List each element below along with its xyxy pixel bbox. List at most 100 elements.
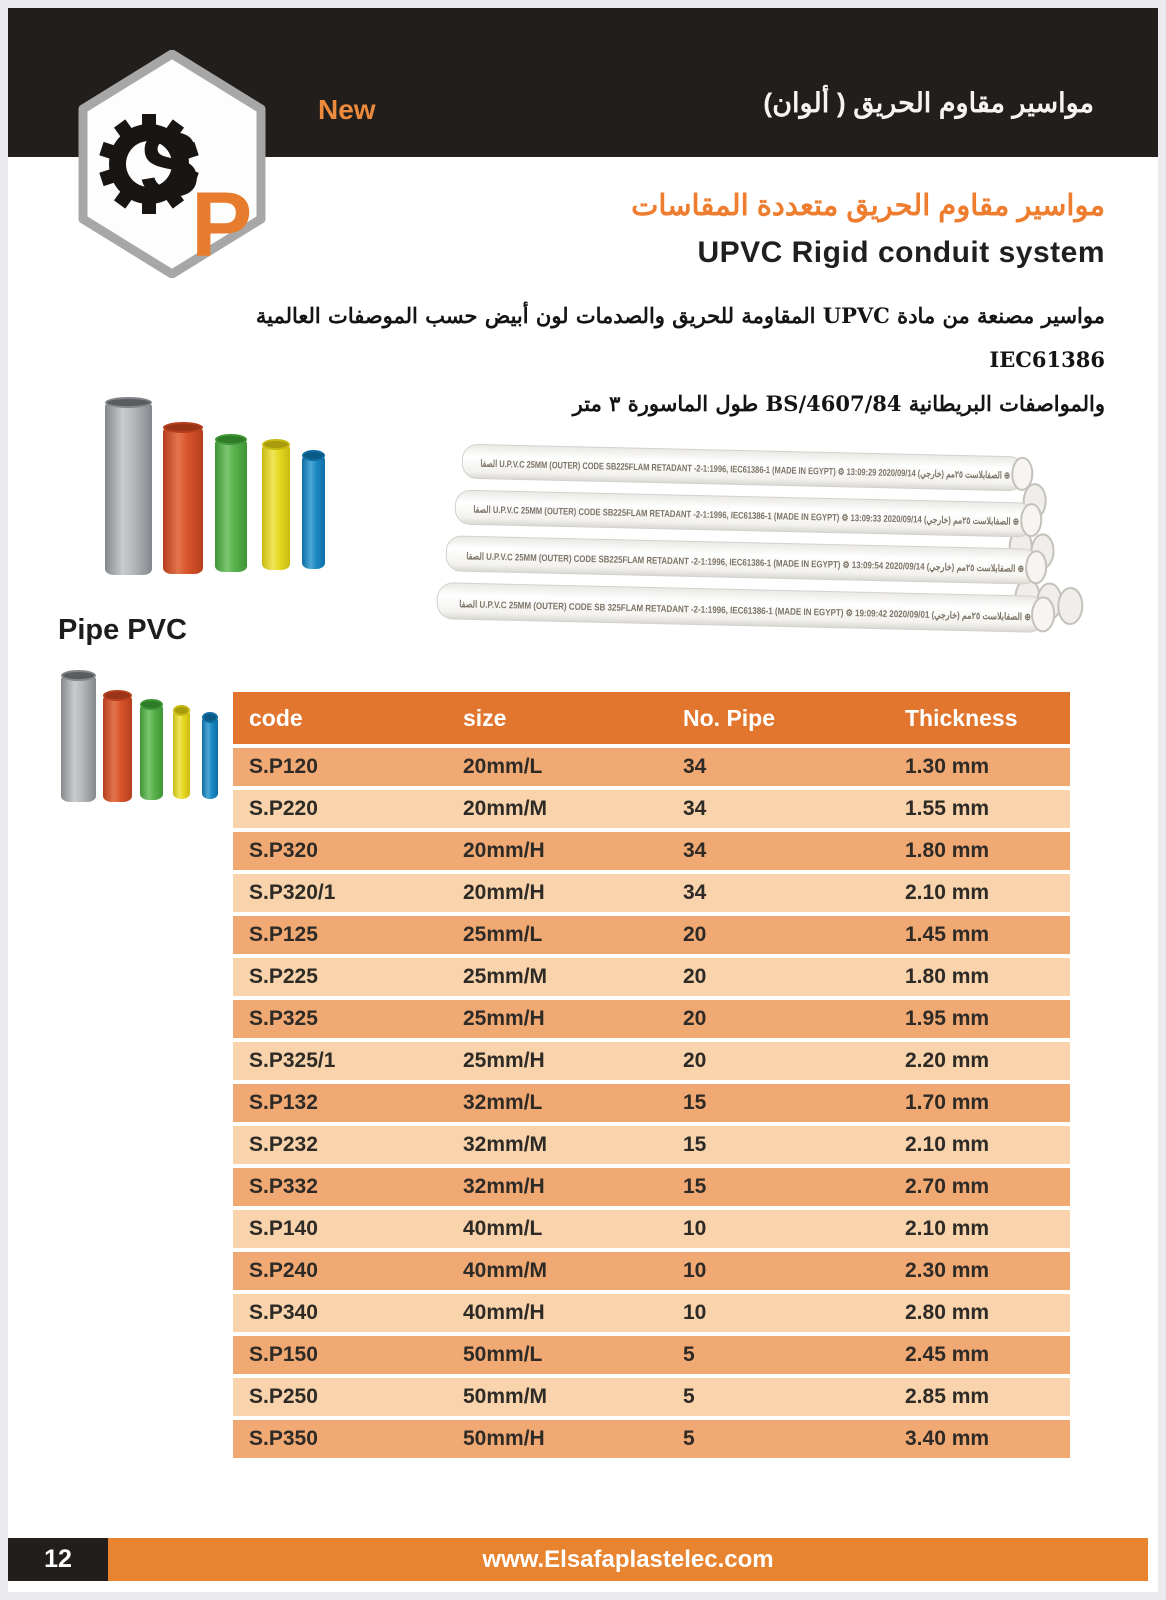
table-cell: 2.20 mm [905,1049,990,1072]
pipe-red [163,422,203,574]
table-header-row: code size No. Pipe Thickness [233,692,1070,744]
table-cell: 25mm/M [463,965,548,988]
table-cell: 25mm/L [463,923,543,946]
colored-pipes-small-image [55,668,230,808]
table-cell: S.P240 [249,1259,318,1282]
table-cell: 20mm/H [463,839,545,862]
table-row: S.P250 50mm/M 5 2.85 mm [233,1378,1070,1416]
table-cell: 1.95 mm [905,1007,990,1030]
table-cell: 3.40 mm [905,1427,990,1450]
table-cell: 34 [683,881,707,904]
table-cell: 2.85 mm [905,1385,990,1408]
table-body: S.P120 20mm/L 34 1.30 mm S.P220 20mm/M 34 1.55 … [233,748,1070,1458]
table-cell: 10 [683,1217,707,1240]
table-cell: S.P320 [249,839,318,862]
conduit-pipe: الصفا U.P.V.C 25MM (OUTER) CODE SB225FLA… [461,444,1034,492]
table-cell: 20mm/M [463,797,548,820]
table-cell: S.P340 [249,1301,318,1324]
table-cell: 25mm/H [463,1049,545,1072]
table-row: S.P150 50mm/L 5 2.45 mm [233,1336,1070,1374]
table-row: S.P140 40mm/L 10 2.10 mm [233,1210,1070,1248]
table-cell: 20mm/H [463,881,545,904]
table-cell: S.P232 [249,1133,318,1156]
table-header-cell: size [463,704,507,731]
table-cell: S.P325/1 [249,1049,336,1072]
table-cell: S.P225 [249,965,318,988]
pipe-gray [105,397,152,575]
company-logo: S P [73,49,271,279]
conduit-pipe: الصفا U.P.V.C 25MM (OUTER) CODE SB225FLA… [445,535,1048,585]
page-number: 12 [8,1538,108,1581]
white-pipes-bundle-image: الصفا U.P.V.C 25MM (OUTER) CODE SB225FLA… [436,444,1084,633]
table-cell: 20 [683,923,707,946]
table-cell: S.P120 [249,755,318,778]
table-header-cell: Thickness [905,704,1018,731]
logo-letter-p: P [191,174,252,276]
colored-pipes-image [95,395,335,585]
table-row: S.P225 25mm/M 20 1.80 mm [233,958,1070,996]
table-cell: 2.10 mm [905,881,990,904]
description-line-1: مواسير مصنعة من مادة UPVC المقاومة للحري… [255,303,1105,372]
table-row: S.P120 20mm/L 34 1.30 mm [233,748,1070,786]
page-title-arabic: مواسير مقاوم الحريق ( ألوان) [763,88,1094,118]
subtitle-arabic: مواسير مقاوم الحريق متعددة المقاسات [631,190,1105,222]
table-cell: 1.55 mm [905,797,990,820]
table-cell: 15 [683,1133,707,1156]
pipe-blue-small [202,712,218,799]
table-row: S.P240 40mm/M 10 2.30 mm [233,1252,1070,1290]
table-cell: 34 [683,797,707,820]
table-cell: 20mm/L [463,755,543,778]
table-cell: 40mm/L [463,1217,543,1240]
pipe-yellow [262,439,290,570]
table-cell: 5 [683,1385,695,1408]
table-cell: 10 [683,1301,707,1324]
table-cell: 32mm/L [463,1091,543,1114]
table-cell: 25mm/H [463,1007,545,1030]
table-cell: 2.30 mm [905,1259,990,1282]
table-cell: 20 [683,1049,707,1072]
section-label-pipe-pvc: Pipe PVC [58,614,187,646]
website-link[interactable]: www.Elsafaplastelec.com [482,1545,774,1573]
table-cell: 15 [683,1175,707,1198]
table-cell: S.P332 [249,1175,318,1198]
table-row: S.P325 25mm/H 20 1.95 mm [233,1000,1070,1038]
table-cell: 2.45 mm [905,1343,990,1366]
table-cell: 5 [683,1427,695,1450]
table-row: S.P232 32mm/M 15 2.10 mm [233,1126,1070,1164]
logo-letter-s: S [139,114,200,216]
pipe-blue [302,450,325,569]
footer: 12 www.Elsafaplastelec.com [8,1538,1158,1581]
description-line-2: والمواصفات البريطانية BS/4607/84 طول الم… [572,391,1105,416]
table-row: S.P320/1 20mm/H 34 2.10 mm [233,874,1070,912]
table-cell: 2.10 mm [905,1133,990,1156]
subtitle-english: UPVC Rigid conduit system [697,236,1105,269]
table-cell: 2.80 mm [905,1301,990,1324]
table-cell: 1.80 mm [905,839,990,862]
table-cell: 1.70 mm [905,1091,990,1114]
pipe-gray-small [61,670,96,802]
table-cell: 1.30 mm [905,755,990,778]
table-row: S.P325/1 25mm/H 20 2.20 mm [233,1042,1070,1080]
table-row: S.P132 32mm/L 15 1.70 mm [233,1084,1070,1122]
table-header-cell: No. Pipe [683,704,776,731]
table-cell: 5 [683,1343,695,1366]
table-cell: 2.10 mm [905,1217,990,1240]
table-cell: 50mm/L [463,1343,543,1366]
table-cell: 32mm/H [463,1175,545,1198]
table-row: S.P125 25mm/L 20 1.45 mm [233,916,1070,954]
table-cell: S.P350 [249,1427,318,1450]
table-cell: 34 [683,755,707,778]
table-cell: 50mm/H [463,1427,545,1450]
table-cell: 20 [683,965,707,988]
table-cell: S.P320/1 [249,881,336,904]
spec-table: code size No. Pipe Thickness S.P120 20mm/L 34… [233,692,1070,1462]
pipe-green [215,434,247,572]
table-row: S.P350 50mm/H 5 3.40 mm [233,1420,1070,1458]
table-row: S.P220 20mm/M 34 1.55 mm [233,790,1070,828]
table-cell: 1.80 mm [905,965,990,988]
table-cell: S.P125 [249,923,318,946]
conduit-pipe: الصفا U.P.V.C 25MM (OUTER) CODE SB 325FL… [436,582,1056,633]
table-cell: S.P220 [249,797,318,820]
table-cell: 2.70 mm [905,1175,990,1198]
